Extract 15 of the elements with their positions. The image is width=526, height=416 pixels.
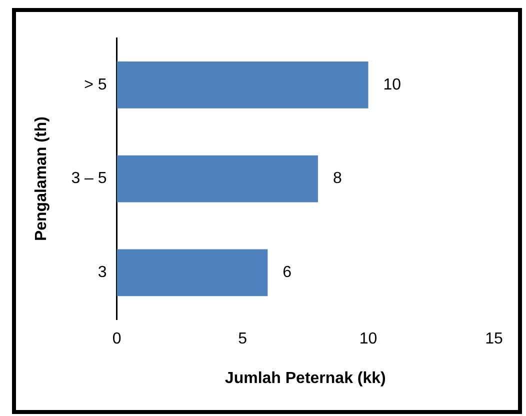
data-label: 6 — [282, 264, 292, 282]
y-tick-label: > 5 — [84, 76, 107, 94]
x-tick-label: 0 — [112, 330, 122, 348]
y-tick-label: 3 – 5 — [71, 170, 107, 188]
y-tick-label: 3 — [98, 264, 107, 282]
data-label: 10 — [383, 76, 402, 94]
bar — [116, 249, 268, 296]
bar — [116, 155, 318, 202]
y-axis-title: Pengalaman (th) — [33, 116, 50, 242]
x-axis-title: Jumlah Peternak (kk) — [224, 370, 386, 387]
x-tick-label: 5 — [238, 330, 248, 348]
data-label: 8 — [332, 170, 342, 188]
x-tick-label: 15 — [485, 330, 503, 348]
x-tick-label: 10 — [359, 330, 378, 348]
bar — [116, 61, 368, 108]
